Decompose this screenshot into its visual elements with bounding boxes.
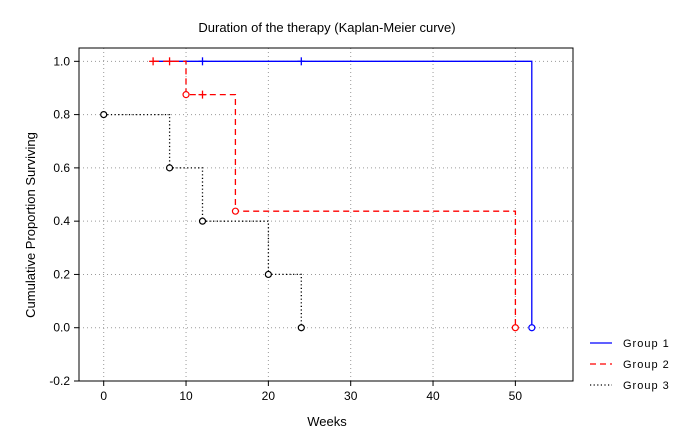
y-tick-label: 0.2 xyxy=(53,267,70,281)
y-axis-title: Cumulative Proportion Surviving xyxy=(23,132,38,318)
group-1-censor-marker xyxy=(297,57,306,66)
legend-label-group-2: Group 2 xyxy=(623,359,670,371)
group-2-event-marker xyxy=(231,207,240,215)
x-tick-label: 0 xyxy=(100,389,107,403)
group-3-event-marker xyxy=(264,270,272,279)
group-1-step-line xyxy=(153,60,533,328)
group-1-event-marker xyxy=(528,324,536,332)
group-2-step-line xyxy=(153,60,517,328)
x-tick-label: 10 xyxy=(179,389,193,403)
y-tick-label: -0.2 xyxy=(49,374,70,388)
plot-area: 0 10 20 30 40 50 -0.2 0.0 0.2 0.4 0.6 0.8 1.0 xyxy=(49,47,574,403)
group-2-censor-marker xyxy=(198,90,207,99)
x-tick-label: 20 xyxy=(262,389,276,403)
y-tick-label: 0.4 xyxy=(53,214,70,228)
group-2-event-marker xyxy=(511,324,519,332)
group-3-event-marker xyxy=(165,164,174,172)
x-axis-title: Weeks xyxy=(307,414,347,429)
y-tick-label: 0.0 xyxy=(53,321,70,335)
group-2-censor-marker xyxy=(165,57,174,66)
group-1-censor-marker xyxy=(198,57,207,66)
x-tick-label: 50 xyxy=(509,389,523,403)
legend-label-group-3: Group 3 xyxy=(623,380,670,392)
plot-frame xyxy=(78,47,574,382)
group-3-event-marker xyxy=(100,110,108,119)
group-3-event-marker xyxy=(198,217,207,225)
group-2-event-marker xyxy=(182,91,190,99)
group-3-event-marker xyxy=(297,324,305,332)
plot-background xyxy=(79,48,573,381)
group-2-censor-marker xyxy=(149,57,158,66)
y-tick-label: 0.6 xyxy=(53,161,70,175)
legend: Group 1 Group 2 Group 3 xyxy=(590,338,670,392)
chart-title: Duration of the therapy (Kaplan-Meier cu… xyxy=(198,20,455,35)
x-tick-label: 40 xyxy=(426,389,440,403)
y-tick-label: 0.8 xyxy=(53,108,70,122)
x-tick-label: 30 xyxy=(344,389,358,403)
y-tick-label: 1.0 xyxy=(53,54,70,68)
legend-label-group-1: Group 1 xyxy=(623,338,670,350)
